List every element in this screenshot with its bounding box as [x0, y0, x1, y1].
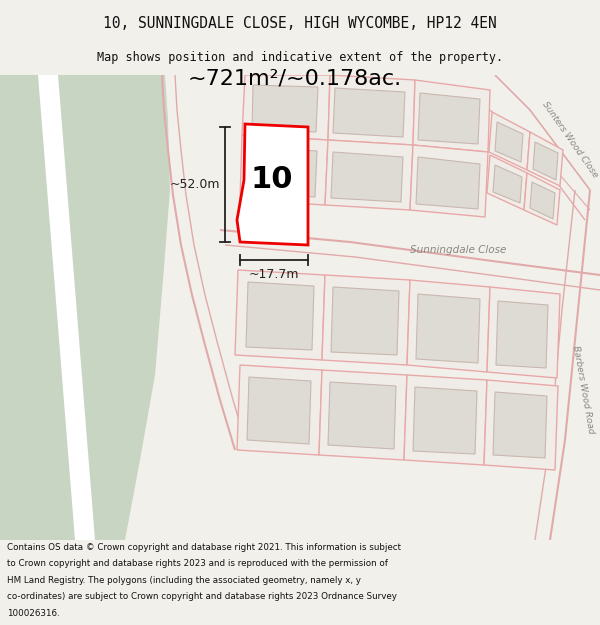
- Polygon shape: [246, 282, 314, 350]
- Polygon shape: [496, 301, 548, 368]
- Polygon shape: [413, 387, 477, 454]
- Polygon shape: [484, 380, 558, 470]
- Polygon shape: [252, 85, 318, 132]
- Text: 10: 10: [251, 166, 293, 194]
- Polygon shape: [328, 75, 415, 145]
- Polygon shape: [242, 75, 330, 140]
- Polygon shape: [0, 75, 170, 540]
- Polygon shape: [489, 112, 530, 170]
- Polygon shape: [410, 145, 488, 217]
- Polygon shape: [404, 375, 487, 465]
- Polygon shape: [407, 280, 490, 372]
- Text: Sunters Wood Close: Sunters Wood Close: [541, 100, 599, 180]
- Polygon shape: [416, 157, 480, 209]
- Polygon shape: [416, 294, 480, 363]
- Polygon shape: [493, 165, 522, 203]
- Polygon shape: [248, 147, 317, 197]
- Polygon shape: [487, 155, 527, 210]
- Text: Barbers Wood Road: Barbers Wood Road: [571, 345, 595, 435]
- Text: ~52.0m: ~52.0m: [170, 178, 220, 191]
- Polygon shape: [328, 382, 396, 449]
- Polygon shape: [487, 287, 560, 378]
- Text: co-ordinates) are subject to Crown copyright and database rights 2023 Ordnance S: co-ordinates) are subject to Crown copyr…: [7, 592, 397, 601]
- Text: 10, SUNNINGDALE CLOSE, HIGH WYCOMBE, HP12 4EN: 10, SUNNINGDALE CLOSE, HIGH WYCOMBE, HP1…: [103, 16, 497, 31]
- Polygon shape: [331, 287, 399, 355]
- Polygon shape: [331, 152, 403, 202]
- Polygon shape: [527, 132, 563, 186]
- Text: Sunningdale Close: Sunningdale Close: [410, 245, 506, 255]
- Polygon shape: [235, 270, 325, 360]
- Polygon shape: [524, 173, 560, 225]
- Text: to Crown copyright and database rights 2023 and is reproduced with the permissio: to Crown copyright and database rights 2…: [7, 559, 388, 568]
- Polygon shape: [237, 124, 308, 245]
- Text: Contains OS data © Crown copyright and database right 2021. This information is : Contains OS data © Crown copyright and d…: [7, 542, 401, 551]
- Polygon shape: [495, 122, 523, 162]
- Text: ~17.7m: ~17.7m: [249, 268, 299, 281]
- Text: HM Land Registry. The polygons (including the associated geometry, namely x, y: HM Land Registry. The polygons (includin…: [7, 576, 361, 585]
- Polygon shape: [325, 140, 413, 210]
- Polygon shape: [333, 88, 405, 137]
- Polygon shape: [240, 135, 328, 205]
- Text: Map shows position and indicative extent of the property.: Map shows position and indicative extent…: [97, 51, 503, 64]
- Text: 100026316.: 100026316.: [7, 609, 60, 618]
- Polygon shape: [38, 75, 95, 540]
- Text: ~721m²/~0.178ac.: ~721m²/~0.178ac.: [188, 68, 402, 88]
- Polygon shape: [322, 275, 410, 365]
- Polygon shape: [530, 182, 555, 219]
- Polygon shape: [237, 365, 322, 455]
- Polygon shape: [418, 93, 480, 144]
- Polygon shape: [247, 377, 311, 444]
- Polygon shape: [413, 80, 490, 152]
- Polygon shape: [533, 142, 558, 180]
- Polygon shape: [493, 392, 547, 458]
- Polygon shape: [319, 370, 407, 460]
